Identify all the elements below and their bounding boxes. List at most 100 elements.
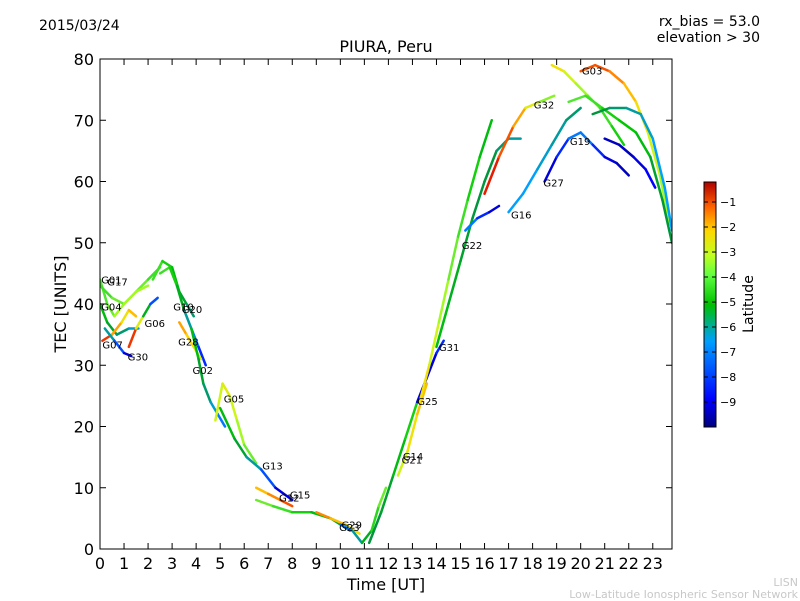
series-segment: [228, 394, 239, 422]
series-segment: [565, 106, 582, 122]
x-tick-label: 19: [546, 554, 566, 573]
series-g12: [254, 486, 294, 508]
series-segment: [591, 106, 611, 116]
series-label-g16: G16: [511, 211, 531, 222]
series-label-g17: G17: [107, 277, 127, 288]
series-g05: [214, 382, 258, 465]
series-segment: [634, 131, 652, 159]
series-g19: [543, 131, 630, 183]
series-segment: [415, 382, 429, 416]
series-segment: [142, 302, 152, 318]
date-label: 2015/03/24: [39, 18, 120, 34]
series-segment: [658, 174, 671, 226]
series-label-g23: G23: [339, 523, 359, 534]
series-label-g25: G25: [417, 397, 437, 408]
series-segment: [507, 192, 525, 214]
series-segment: [615, 161, 630, 177]
series-segment: [127, 308, 138, 318]
x-tick-label: 14: [426, 554, 446, 573]
series-segment: [168, 266, 179, 287]
series-segment: [584, 94, 604, 110]
series-segment: [379, 474, 395, 514]
series-segment: [574, 82, 590, 97]
x-tick-label: 13: [402, 554, 422, 573]
x-tick-label: 7: [263, 554, 273, 573]
series-label-g05: G05: [224, 394, 244, 405]
series-segment: [274, 486, 294, 502]
series-segment: [197, 345, 207, 367]
series-segment: [158, 266, 171, 275]
series-label-g22: G22: [462, 241, 482, 252]
series-label-g32: G32: [534, 100, 554, 111]
series-segment: [464, 217, 479, 232]
series-segment: [456, 198, 469, 238]
colorbar-label: Latitude: [741, 275, 757, 333]
series-segment: [202, 382, 212, 404]
x-tick-label: 12: [378, 554, 398, 573]
series-g17: [100, 284, 150, 306]
series-segment: [632, 155, 647, 171]
series-segment: [579, 63, 597, 73]
elevation-label: elevation > 30: [656, 30, 760, 46]
series-segment: [271, 504, 294, 514]
series-segment: [149, 296, 159, 306]
colorbar-tick-label: −4: [720, 271, 736, 284]
series-segment: [625, 106, 643, 116]
series-segment: [555, 137, 570, 159]
x-tick-label: 15: [450, 554, 470, 573]
series-segment: [178, 321, 188, 336]
series-label-g20: G20: [182, 305, 202, 316]
series-label-g06: G06: [144, 319, 164, 330]
series-segment: [497, 125, 515, 159]
series-segment: [377, 486, 388, 508]
colorbar-tick-label: −6: [720, 321, 736, 334]
series-g31: [418, 119, 493, 404]
colorbar-tick-label: −2: [720, 221, 736, 234]
credit-long: Low-Latitude Ionospheric Sensor Network: [569, 588, 798, 601]
series-segment: [110, 321, 123, 336]
series-segment: [425, 351, 438, 379]
series-segment: [538, 94, 556, 104]
series-segment: [639, 112, 655, 140]
series-segment: [216, 413, 227, 428]
series-label-g19: G19: [570, 137, 590, 148]
series-segment: [437, 278, 450, 324]
x-tick-label: 6: [239, 554, 249, 573]
series-g09: [567, 94, 672, 244]
series-segment: [254, 498, 275, 508]
y-tick-label: 40: [74, 295, 94, 314]
x-tick-label: 18: [522, 554, 542, 573]
colorbar-tick-label: −5: [720, 296, 736, 309]
y-tick-label: 20: [74, 418, 94, 437]
series-segment: [197, 357, 205, 385]
series-segment: [235, 419, 246, 447]
series-segment: [279, 498, 294, 508]
series-label-g13: G13: [262, 462, 282, 473]
series-segment: [435, 339, 445, 355]
series-g21: [367, 400, 419, 545]
series-label-g31: G31: [439, 343, 459, 354]
series-segment: [622, 82, 638, 104]
series-g29: [339, 486, 388, 545]
series-segment: [329, 517, 347, 526]
series-g13: [218, 406, 294, 502]
series-segment: [512, 106, 527, 128]
series-label-g10: G10: [173, 302, 193, 313]
series-g20: [158, 266, 207, 367]
y-tick-label: 10: [74, 479, 94, 498]
series-segment: [663, 186, 672, 232]
series-segment: [651, 137, 667, 189]
y-tick-label: 50: [74, 234, 94, 253]
series-segment: [113, 339, 126, 355]
series-g04: [100, 302, 140, 336]
series-segment: [543, 155, 558, 183]
series-segment: [175, 284, 186, 312]
series-segment: [403, 400, 419, 440]
series-segment: [447, 235, 460, 281]
series-segment: [370, 504, 381, 532]
x-tick-label: 1: [119, 554, 129, 573]
series-segment: [185, 302, 195, 318]
series-label-g01: G01: [101, 276, 121, 287]
satellite-labels: G01G17G04G07G30G06G10G20G28G02G05G13G12G…: [101, 67, 602, 534]
colorbar-ticks: −1 −2 −3 −4 −5 −6 −7 −8 −9: [704, 196, 736, 409]
